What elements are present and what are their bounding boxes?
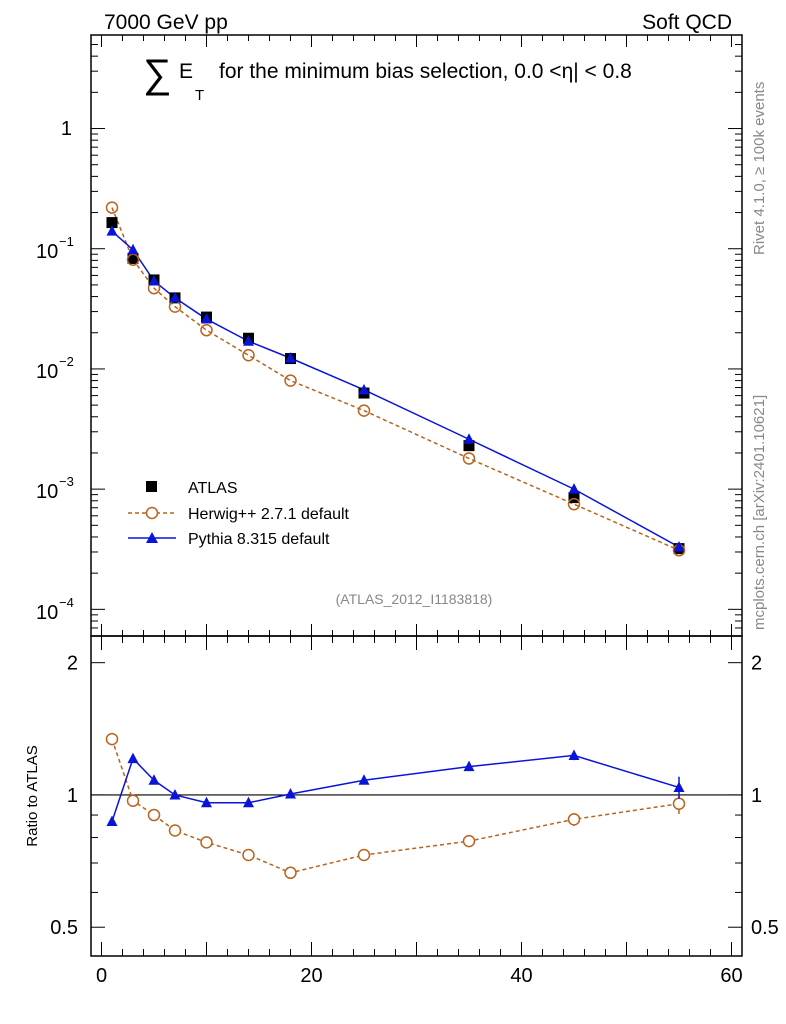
ratio-herwig-line xyxy=(111,738,680,874)
ratio-pythia-line xyxy=(111,754,680,822)
pythia-point xyxy=(285,352,296,363)
ratio-pythia-point xyxy=(285,787,296,799)
pythia-point xyxy=(148,274,160,286)
ratio-herwig-point xyxy=(242,848,255,862)
legend-herwig-marker xyxy=(145,506,159,520)
herwig-point xyxy=(357,404,371,417)
ratio-herwig-point xyxy=(357,848,371,862)
legend-atlas-marker xyxy=(146,481,157,492)
rivet-version-label: Rivet 4.1.0, ≥ 100k events xyxy=(751,82,768,255)
herwig-point xyxy=(462,452,476,465)
ratio-herwig-point xyxy=(567,813,581,826)
pythia-point xyxy=(201,313,212,324)
herwig-point xyxy=(242,348,255,362)
atlas-point xyxy=(463,440,475,452)
pythia-point xyxy=(106,225,118,236)
ratio-pythia-point xyxy=(148,774,160,785)
pythia-point xyxy=(358,383,370,395)
ratio-pythia-point xyxy=(463,760,475,772)
ratio-pythia-point xyxy=(568,749,580,760)
main-series xyxy=(105,201,686,557)
ratio-panel: 0.5 0.51 12 20 20 40 60 Ratio to ATLAS xyxy=(24,635,779,987)
pythia-point xyxy=(463,433,475,444)
pythia-point xyxy=(127,243,139,255)
category-label: Soft QCD xyxy=(642,11,732,34)
analysis-tag: (ATLAS_2012_I1183818) xyxy=(336,591,493,607)
y-tick-label-1: 1 xyxy=(61,118,72,140)
y-tick-exp-1e-2: −2 xyxy=(59,354,74,369)
ratio-herwig-point xyxy=(147,808,161,822)
ratio-herwig-point xyxy=(200,836,213,849)
ratio-series xyxy=(105,732,686,880)
y-tick-label-1e-1: 10 −1 xyxy=(36,234,74,263)
y-tick-base-1e-1: 10 xyxy=(36,241,58,263)
x-tick-label: 40 xyxy=(510,965,532,987)
legend-pythia-marker xyxy=(146,532,158,543)
ratio-frame xyxy=(90,635,743,957)
ratio-pythia-point xyxy=(169,788,181,800)
ratio-pythia-point xyxy=(243,796,254,808)
ratio-y-tick-label-right: 1 xyxy=(751,785,762,807)
ratio-herwig-point xyxy=(168,824,182,837)
sum-symbol: ∑ xyxy=(143,52,172,96)
y-tick-exp-1e-3: −3 xyxy=(59,474,74,489)
legend: ATLAS Herwig++ 2.7.1 default Pythia 8.31… xyxy=(128,480,350,548)
y-tick-base-1e-2: 10 xyxy=(36,361,58,383)
ratio-herwig-point xyxy=(462,834,476,848)
atlas-point xyxy=(106,217,118,229)
y-tick-exp-1e-1: −1 xyxy=(59,234,74,249)
ratio-herwig-point xyxy=(105,732,119,746)
ratio-y-axis-label: Ratio to ATLAS xyxy=(24,745,41,846)
atlas-point xyxy=(127,252,139,264)
herwig-point xyxy=(284,374,297,387)
pythia-line xyxy=(111,230,680,548)
ratio-y-tick-label: 0.5 xyxy=(50,917,78,939)
legend-atlas-label: ATLAS xyxy=(188,480,238,497)
title-subscript: T xyxy=(195,87,204,104)
ratio-axis-ticks xyxy=(91,636,742,956)
y-tick-label-1e-4: 10 −4 xyxy=(36,595,74,624)
herwig-point xyxy=(567,497,581,511)
legend-pythia-label: Pythia 8.315 default xyxy=(188,531,330,548)
y-tick-label-1e-2: 10 −2 xyxy=(36,354,74,383)
chart-title: for the minimum bias selection, 0.0 <η| … xyxy=(219,60,632,83)
y-tick-base-1e-3: 10 xyxy=(36,481,58,503)
herwig-line xyxy=(111,207,680,551)
x-tick-label: 20 xyxy=(300,965,322,987)
ratio-pythia-point xyxy=(673,781,685,792)
y-tick-label-1e-3: 10 −3 xyxy=(36,474,74,503)
mcplots-source-label: mcplots.cern.ch [arXiv:2401.10621] xyxy=(751,395,768,630)
y-tick-base-1e-4: 10 xyxy=(36,602,58,624)
ratio-herwig-point xyxy=(284,866,297,880)
x-tick-label: 60 xyxy=(720,965,742,987)
ratio-y-tick-label: 2 xyxy=(67,653,78,675)
ratio-y-tick-label: 1 xyxy=(67,785,78,807)
ratio-pythia-point xyxy=(127,752,139,764)
herwig-point xyxy=(105,201,119,214)
energy-label: 7000 GeV pp xyxy=(104,11,228,34)
ratio-herwig-point xyxy=(672,797,686,810)
ratio-pythia-point xyxy=(201,796,212,808)
legend-herwig-label: Herwig++ 2.7.1 default xyxy=(188,506,350,523)
pythia-point xyxy=(568,483,580,494)
main-panel: 1 10 −1 10 −2 10 −3 10 −4 ATLAS xyxy=(36,34,743,637)
y-tick-exp-1e-4: −4 xyxy=(59,595,74,610)
pythia-point xyxy=(169,291,181,303)
atlas-point xyxy=(568,492,580,504)
pythia-point xyxy=(673,541,685,552)
herwig-point xyxy=(200,323,213,337)
ratio-pythia-point xyxy=(358,774,370,785)
ratio-herwig-point xyxy=(126,794,140,808)
main-axis-ticks xyxy=(91,34,742,637)
ratio-pythia-point xyxy=(106,815,118,827)
ratio-y-tick-label-right: 2 xyxy=(751,653,762,675)
title-e-letter: E xyxy=(179,60,193,83)
ratio-tick-labels: 0.5 0.51 12 20 20 40 60 xyxy=(50,653,779,987)
pythia-point xyxy=(243,335,254,346)
ratio-y-tick-label-right: 0.5 xyxy=(751,917,779,939)
main-y-tick-labels: 1 10 −1 10 −2 10 −3 10 −4 xyxy=(36,118,74,624)
x-tick-label: 0 xyxy=(96,965,107,987)
